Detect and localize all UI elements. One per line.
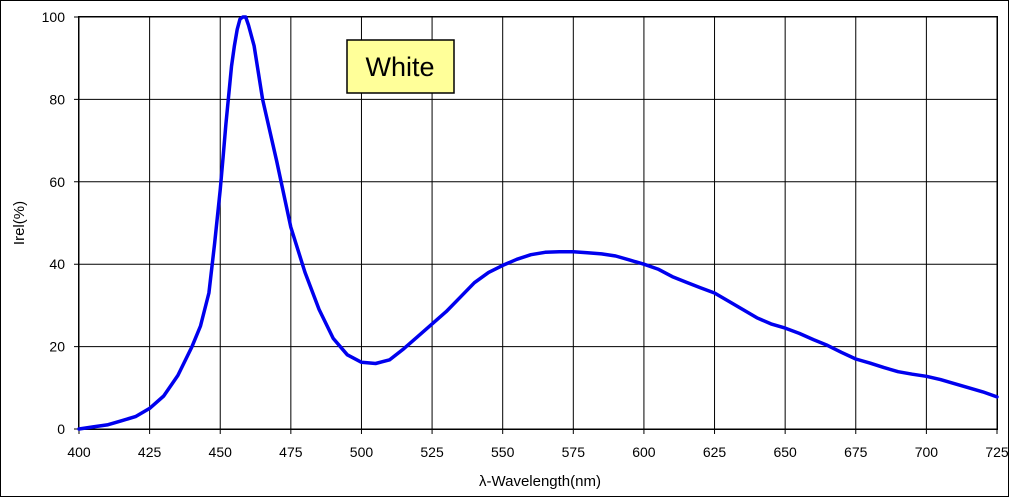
x-tick-label: 400 <box>67 444 91 460</box>
x-tick-label: 475 <box>279 444 303 460</box>
x-tick-label: 650 <box>773 444 797 460</box>
x-axis-label: λ-Wavelength(nm) <box>479 473 601 490</box>
y-tick-label: 60 <box>49 174 65 190</box>
y-tick-label: 0 <box>57 421 65 437</box>
y-tick-label: 20 <box>49 339 65 355</box>
x-tick-labels: 400 425 450 475 500 525 550 575 600 625 650 675 700 7… <box>67 444 1009 460</box>
x-tick-label: 625 <box>703 444 727 460</box>
x-tick-label: 450 <box>209 444 233 460</box>
y-tick-label: 40 <box>49 256 65 272</box>
y-tick-label: 100 <box>42 9 66 25</box>
x-tick-label: 425 <box>138 444 162 460</box>
x-tick-label: 700 <box>915 444 939 460</box>
x-tick-label: 525 <box>420 444 444 460</box>
spectrum-line <box>77 15 999 431</box>
x-tick-label: 675 <box>844 444 868 460</box>
x-tick-label: 725 <box>985 444 1009 460</box>
x-tick-label: 600 <box>632 444 656 460</box>
x-tick-label: 575 <box>562 444 586 460</box>
x-tick-label: 500 <box>350 444 374 460</box>
x-tick-label: 550 <box>491 444 515 460</box>
y-tick-labels: 0 20 40 60 80 100 <box>42 9 66 437</box>
annotation-label: White <box>365 52 434 82</box>
y-axis-label: Irel(%) <box>11 201 28 245</box>
plot-area-border <box>78 16 998 430</box>
y-tick-label: 80 <box>49 91 65 107</box>
series-layer <box>77 15 999 431</box>
annotation-box: White <box>346 39 455 94</box>
annotation-background <box>346 39 455 94</box>
